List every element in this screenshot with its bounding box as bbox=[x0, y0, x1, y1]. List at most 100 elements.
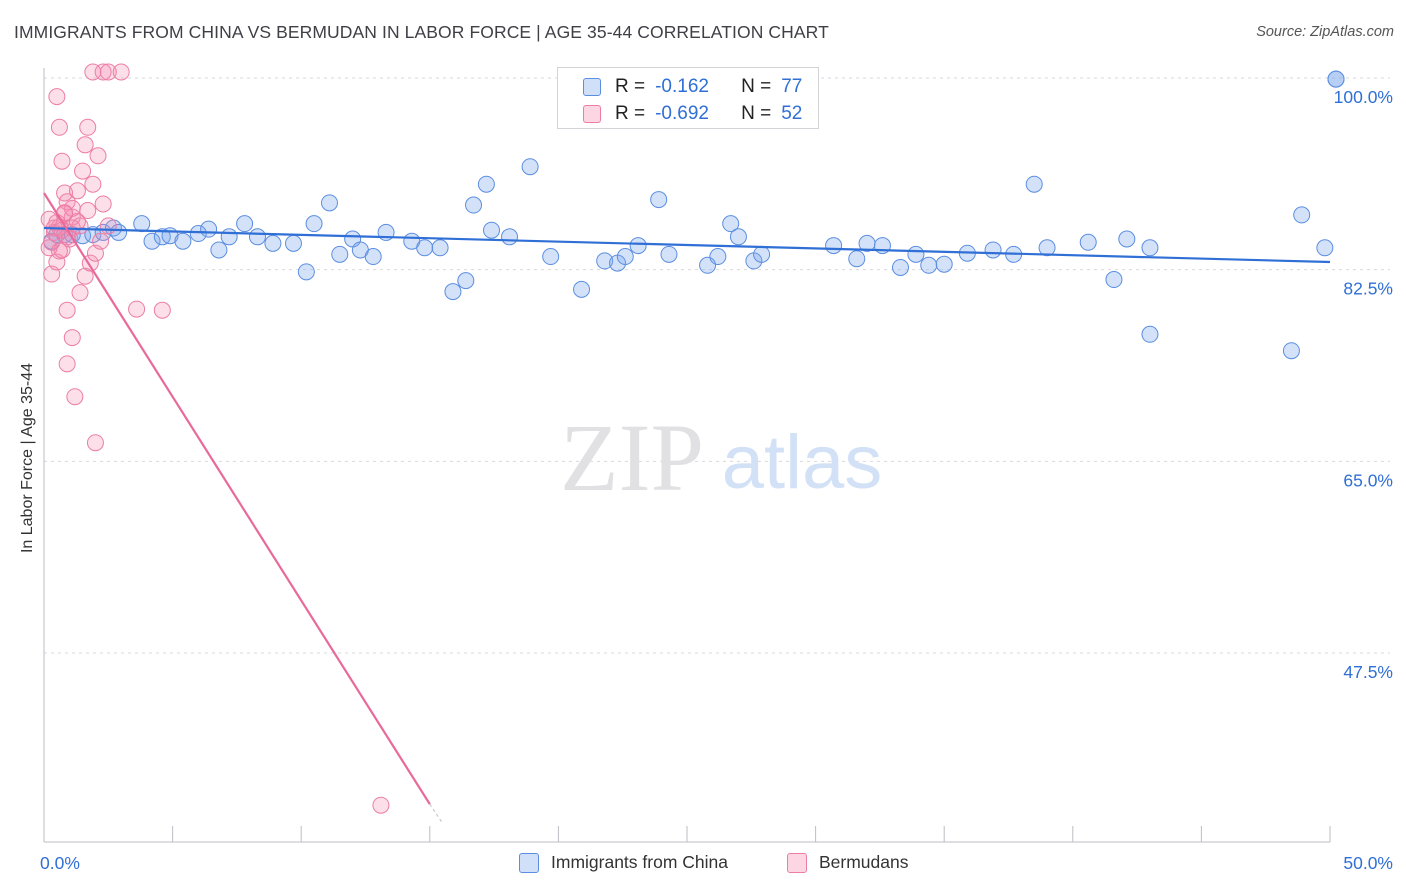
bermudans-point bbox=[40, 210, 58, 228]
gridlines bbox=[44, 77, 1390, 654]
bermudans-point bbox=[79, 118, 97, 136]
x-tick-label: 50.0% bbox=[1343, 853, 1393, 873]
bermudans-point bbox=[84, 175, 102, 193]
china-point bbox=[1316, 239, 1334, 257]
bermudans-swatch bbox=[583, 105, 601, 123]
bermudans-point bbox=[372, 796, 390, 814]
china-point bbox=[573, 280, 591, 298]
china-point bbox=[477, 175, 495, 193]
n-value: 77 bbox=[781, 76, 803, 97]
china-point bbox=[220, 228, 238, 246]
watermark: ZIP atlas bbox=[560, 404, 882, 511]
r-value: -0.692 bbox=[655, 103, 709, 124]
trend-line-china bbox=[43, 226, 1331, 264]
watermark-atlas: atlas bbox=[722, 420, 883, 505]
bermudans-point bbox=[79, 202, 97, 220]
china-point bbox=[596, 252, 614, 270]
china-point bbox=[753, 245, 771, 263]
china-point bbox=[457, 272, 475, 290]
china-point bbox=[907, 245, 925, 263]
n-value: 52 bbox=[781, 103, 803, 124]
china-point bbox=[521, 158, 539, 176]
n-label: N = bbox=[741, 103, 772, 124]
y-tick-label: 47.5% bbox=[1343, 662, 1393, 682]
china-point bbox=[284, 234, 302, 252]
watermark-zip: ZIP bbox=[560, 404, 704, 511]
bermudans-point bbox=[68, 182, 86, 200]
bermudans-point bbox=[76, 136, 94, 154]
china-point bbox=[1118, 230, 1136, 248]
china-point bbox=[133, 215, 151, 233]
bermudans-point bbox=[48, 88, 66, 106]
china-point bbox=[236, 215, 254, 233]
tick-labels: 100.0% 82.5% 65.0% 47.5% 0.0% 50.0% bbox=[40, 87, 1393, 873]
china-point bbox=[320, 194, 338, 212]
china-point bbox=[297, 263, 315, 281]
bermudans-point bbox=[66, 388, 84, 406]
bermudans-point bbox=[50, 242, 68, 260]
china-point bbox=[848, 250, 866, 268]
bermudans-point bbox=[86, 434, 104, 452]
y-tick-label: 82.5% bbox=[1343, 279, 1393, 299]
china-point bbox=[935, 255, 953, 273]
bermudans-point bbox=[53, 152, 71, 170]
china-point bbox=[722, 215, 740, 233]
china-point bbox=[483, 221, 501, 239]
y-tick-label: 65.0% bbox=[1343, 470, 1393, 490]
china-point bbox=[444, 283, 462, 301]
n-label: N = bbox=[741, 76, 772, 97]
bermudans-point bbox=[94, 195, 112, 213]
china-point bbox=[110, 223, 128, 241]
china-point bbox=[1079, 233, 1097, 251]
bermudans-point bbox=[63, 329, 81, 347]
china-point bbox=[650, 191, 668, 209]
china-point bbox=[210, 241, 228, 259]
bermudans-point bbox=[71, 284, 89, 302]
china-point bbox=[174, 232, 192, 250]
legend-row-bermudans: R = -0.692 N = 52 bbox=[558, 101, 802, 127]
bermudans-point bbox=[84, 63, 102, 81]
bermudans-point bbox=[94, 63, 112, 81]
trend-lines bbox=[43, 192, 1331, 823]
series-bermudans-points bbox=[40, 63, 390, 814]
china-point bbox=[1327, 70, 1345, 88]
china-point bbox=[709, 248, 727, 266]
china-point bbox=[729, 228, 747, 246]
china-point bbox=[920, 256, 938, 274]
r-value: -0.162 bbox=[655, 76, 709, 97]
china-point bbox=[248, 228, 266, 246]
bermudans-point bbox=[89, 147, 107, 165]
legend-item-bermudans: Bermudans bbox=[787, 852, 909, 873]
china-point bbox=[660, 245, 678, 263]
stats-legend: R = -0.162 N = 77 R = -0.692 N = 52 bbox=[557, 67, 819, 129]
china-point bbox=[629, 237, 647, 255]
china-point bbox=[891, 258, 909, 276]
china-point bbox=[331, 245, 349, 263]
china-point bbox=[264, 234, 282, 252]
china-point bbox=[1141, 325, 1159, 343]
legend-row-china: R = -0.162 N = 77 bbox=[558, 74, 802, 100]
r-label: R = bbox=[615, 76, 646, 97]
trend-line-bermudans-extension bbox=[429, 803, 443, 823]
china-point bbox=[1293, 206, 1311, 224]
china-point bbox=[1038, 239, 1056, 257]
china-swatch bbox=[583, 78, 601, 96]
series-china-points bbox=[43, 70, 1345, 360]
china-point bbox=[984, 241, 1002, 259]
bermudans-point bbox=[58, 301, 76, 319]
x-tick-label: 0.0% bbox=[40, 853, 80, 873]
bermudans-point bbox=[58, 355, 76, 373]
china-point bbox=[1141, 239, 1159, 257]
china-point bbox=[542, 248, 560, 266]
bermudans-point bbox=[112, 63, 130, 81]
bermudans-point bbox=[50, 118, 68, 136]
bermudans-point bbox=[128, 300, 146, 318]
china-legend-swatch bbox=[519, 852, 539, 873]
bermudans-point bbox=[74, 162, 92, 180]
chart-title: IMMIGRANTS FROM CHINA VS BERMUDAN IN LAB… bbox=[14, 22, 829, 42]
source-label: Source: ZipAtlas.com bbox=[1256, 24, 1394, 40]
y-tick-label: 100.0% bbox=[1334, 87, 1393, 107]
china-point bbox=[143, 232, 161, 250]
china-point bbox=[501, 228, 519, 246]
